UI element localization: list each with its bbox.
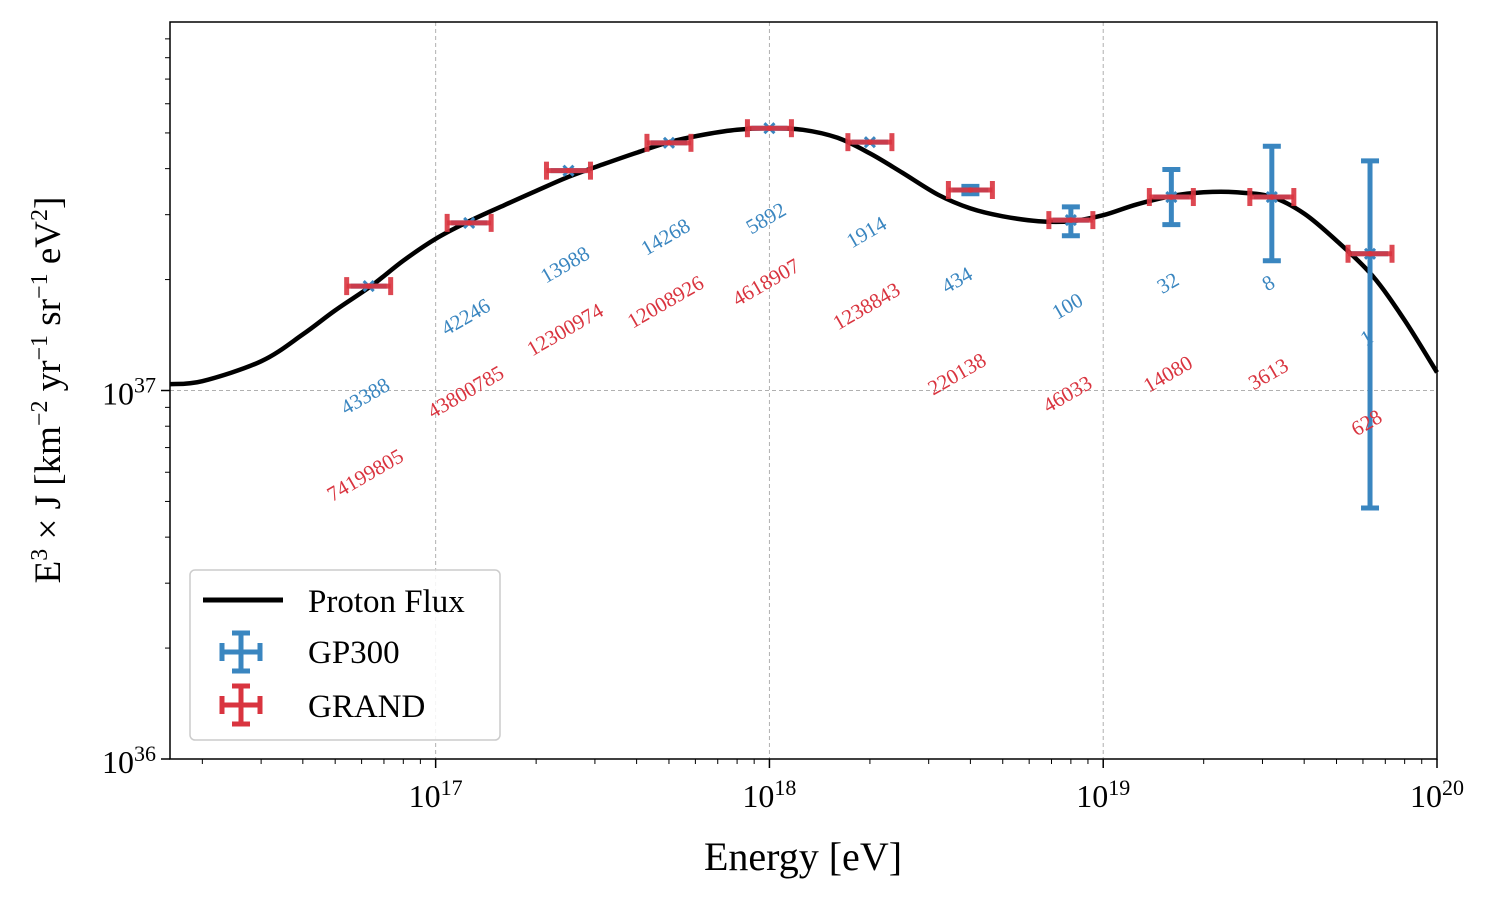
grand-marker (867, 139, 873, 145)
grand-marker (1068, 217, 1074, 223)
grand-count-label: 628 (1347, 404, 1386, 441)
grand-marker (1269, 194, 1275, 200)
gp300-count-label: 14268 (637, 213, 694, 260)
legend-box (189, 569, 501, 741)
x-tick-label: 1017 (409, 775, 463, 815)
legend-grand-swatch (219, 683, 263, 727)
x-axis-label: Energy [eV] (704, 834, 902, 879)
grand-point (1345, 244, 1395, 263)
grand-marker (466, 220, 472, 226)
grand-count-label: 46033 (1039, 371, 1096, 418)
data-points (344, 119, 1395, 511)
axis-ticks: 1017 1018 1019 1020 1036 1037 (102, 38, 1464, 815)
grand-count-label: 74199805 (323, 444, 408, 507)
grand-marker (666, 140, 672, 146)
legend-gp300-label: GP300 (308, 635, 400, 671)
grand-point (543, 161, 593, 180)
grand-point (1247, 188, 1297, 207)
gp300-count-label: 42246 (437, 293, 494, 340)
grand-point (344, 277, 394, 296)
legend: Proton Flux GP300 GRAND (189, 569, 501, 741)
gp300-count-label: 434 (937, 261, 977, 298)
gp300-count-label: 32 (1153, 267, 1183, 298)
legend-gp300-swatch (219, 630, 263, 674)
grand-point (1146, 188, 1196, 207)
proton-flux-curve (169, 125, 1439, 387)
grand-count-label: 4618907 (728, 253, 804, 311)
grand-marker (967, 187, 974, 193)
grand-count-label: 12008926 (623, 270, 708, 333)
grand-count-label: 1238843 (829, 277, 905, 335)
x-tick-label: 1018 (742, 775, 796, 815)
y-tick-label: 1036 (102, 741, 156, 781)
grand-count-label: 220138 (924, 348, 991, 400)
legend-proton-flux-label: Proton Flux (308, 584, 465, 620)
grand-count-label: 3613 (1244, 353, 1292, 395)
grand-point (744, 119, 794, 138)
gp300-count-label: 5892 (742, 197, 790, 239)
x-tick-label: 1020 (1410, 775, 1464, 815)
legend-grand-label: GRAND (308, 689, 425, 725)
grand-point (1046, 211, 1096, 230)
grand-point (945, 181, 995, 200)
grand-point (644, 133, 694, 152)
grand-marker (1168, 194, 1175, 200)
grand-point (845, 133, 895, 152)
gp300-count-label: 8 (1258, 270, 1279, 296)
grand-marker (1367, 250, 1373, 257)
y-axis-label: E3 × J [km−2 yr−1 sr−1 eV2] (27, 197, 69, 584)
grand-count-label: 43800785 (423, 360, 508, 423)
grand-marker (565, 167, 572, 174)
y-tick-label: 1037 (102, 372, 156, 412)
gp300-count-label: 1 (1356, 325, 1377, 351)
gp300-count-label: 100 (1048, 288, 1087, 325)
count-labels: 43388 42246 13988 14268 5892 1914 434 100 32 8 1 74… (323, 197, 1386, 506)
grid-lines (170, 22, 1437, 759)
proton-flux-line (169, 125, 1439, 387)
gp300-count-label: 43388 (336, 373, 393, 420)
grand-marker (766, 125, 773, 131)
grand-point (444, 213, 494, 232)
grand-count-label: 12300974 (523, 298, 608, 361)
gp300-count-label: 13988 (536, 241, 593, 288)
gp300-count-label: 1914 (842, 211, 891, 253)
x-tick-label: 1019 (1076, 775, 1130, 815)
grand-marker (365, 283, 372, 289)
